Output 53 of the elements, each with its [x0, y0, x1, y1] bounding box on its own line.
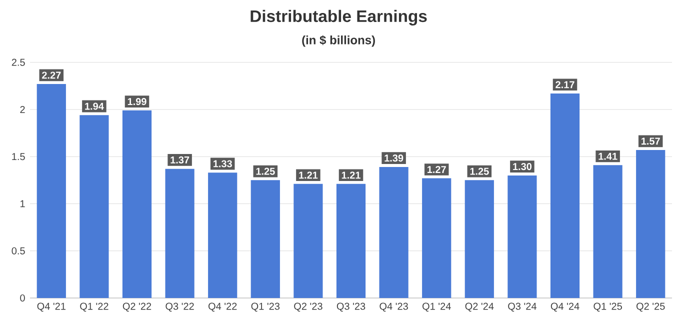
x-tick-label: Q1 '24 [422, 302, 451, 312]
x-tick-label: Q1 '25 [594, 302, 622, 312]
data-label: 2.17 [556, 81, 574, 88]
bar [80, 115, 109, 298]
bar [550, 93, 580, 298]
bar [379, 166, 408, 298]
bar [636, 150, 666, 298]
data-label: 1.25 [256, 168, 275, 175]
bar [165, 168, 194, 298]
bar [336, 184, 366, 298]
data-label: 1.57 [642, 138, 660, 145]
y-tick-label: 1 [20, 200, 25, 208]
x-tick-label: Q1 '23 [251, 302, 280, 312]
bar [250, 180, 280, 298]
data-label: 1.39 [384, 154, 404, 162]
bar [294, 184, 323, 298]
x-tick-label: Q4 '24 [550, 302, 580, 312]
data-label: 1.21 [342, 172, 360, 179]
x-tick-label: Q4 '23 [380, 302, 408, 312]
bar [208, 172, 238, 298]
x-tick-label: Q3 '22 [166, 302, 194, 312]
bar [508, 175, 537, 298]
y-tick-label: 2 [20, 106, 25, 113]
bar [464, 180, 494, 298]
bar [36, 84, 66, 298]
x-tick-label: Q2 '24 [465, 302, 494, 312]
chart-title: Distributable Earnings [250, 10, 427, 26]
data-label: 1.27 [428, 166, 446, 173]
data-label: 2.27 [42, 72, 61, 79]
x-tick-label: Q1 '22 [80, 302, 108, 312]
data-label: 1.30 [513, 163, 532, 170]
data-label: 1.94 [85, 102, 104, 110]
data-label: 1.21 [299, 172, 318, 179]
bar [122, 110, 152, 298]
x-tick-label: Q3 '24 [508, 302, 536, 312]
y-tick-label: 0 [20, 294, 25, 302]
x-tick-label: Q2 '25 [636, 302, 665, 312]
x-tick-label: Q2 '22 [122, 302, 152, 312]
x-tick-label: Q4 '22 [208, 302, 237, 312]
data-label: 1.41 [598, 152, 618, 160]
y-tick-label: 1.5 [12, 153, 25, 160]
bar [422, 178, 452, 298]
data-label: 1.25 [470, 168, 489, 175]
y-tick-label: 2.5 [12, 58, 25, 66]
chart-subtitle: (in $ billions) [302, 35, 375, 47]
x-tick-label: Q4 '21 [37, 302, 66, 312]
bar [593, 165, 622, 298]
data-label: 1.33 [214, 160, 232, 168]
y-tick-label: 0.5 [12, 247, 25, 254]
data-label: 1.99 [128, 98, 146, 106]
data-label: 1.37 [170, 156, 190, 164]
x-tick-label: Q3 '23 [336, 302, 366, 312]
x-tick-label: Q2 '23 [294, 302, 322, 312]
